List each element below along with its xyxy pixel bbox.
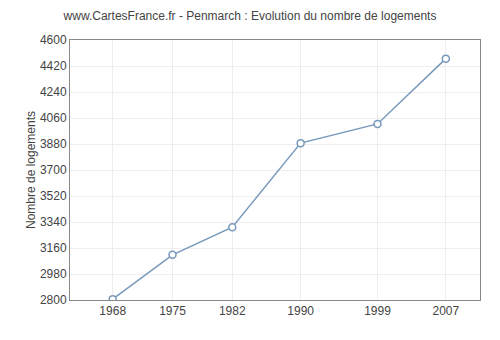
svg-text:2980: 2980: [40, 267, 67, 281]
svg-text:1999: 1999: [364, 304, 391, 318]
svg-text:1975: 1975: [159, 304, 186, 318]
svg-text:www.CartesFrance.fr - Penmarch: www.CartesFrance.fr - Penmarch : Evoluti…: [63, 9, 437, 23]
svg-text:3880: 3880: [40, 137, 67, 151]
svg-text:1968: 1968: [99, 304, 126, 318]
svg-text:4060: 4060: [40, 111, 67, 125]
svg-text:3520: 3520: [40, 189, 67, 203]
svg-text:3700: 3700: [40, 163, 67, 177]
svg-text:3340: 3340: [40, 215, 67, 229]
svg-text:4600: 4600: [40, 33, 67, 47]
svg-text:1982: 1982: [219, 304, 246, 318]
svg-text:2007: 2007: [432, 304, 459, 318]
svg-text:3160: 3160: [40, 241, 67, 255]
svg-text:4420: 4420: [40, 59, 67, 73]
svg-text:2800: 2800: [40, 293, 67, 307]
svg-text:4240: 4240: [40, 85, 67, 99]
svg-text:Nombre de logements: Nombre de logements: [24, 111, 38, 229]
svg-text:1990: 1990: [287, 304, 314, 318]
